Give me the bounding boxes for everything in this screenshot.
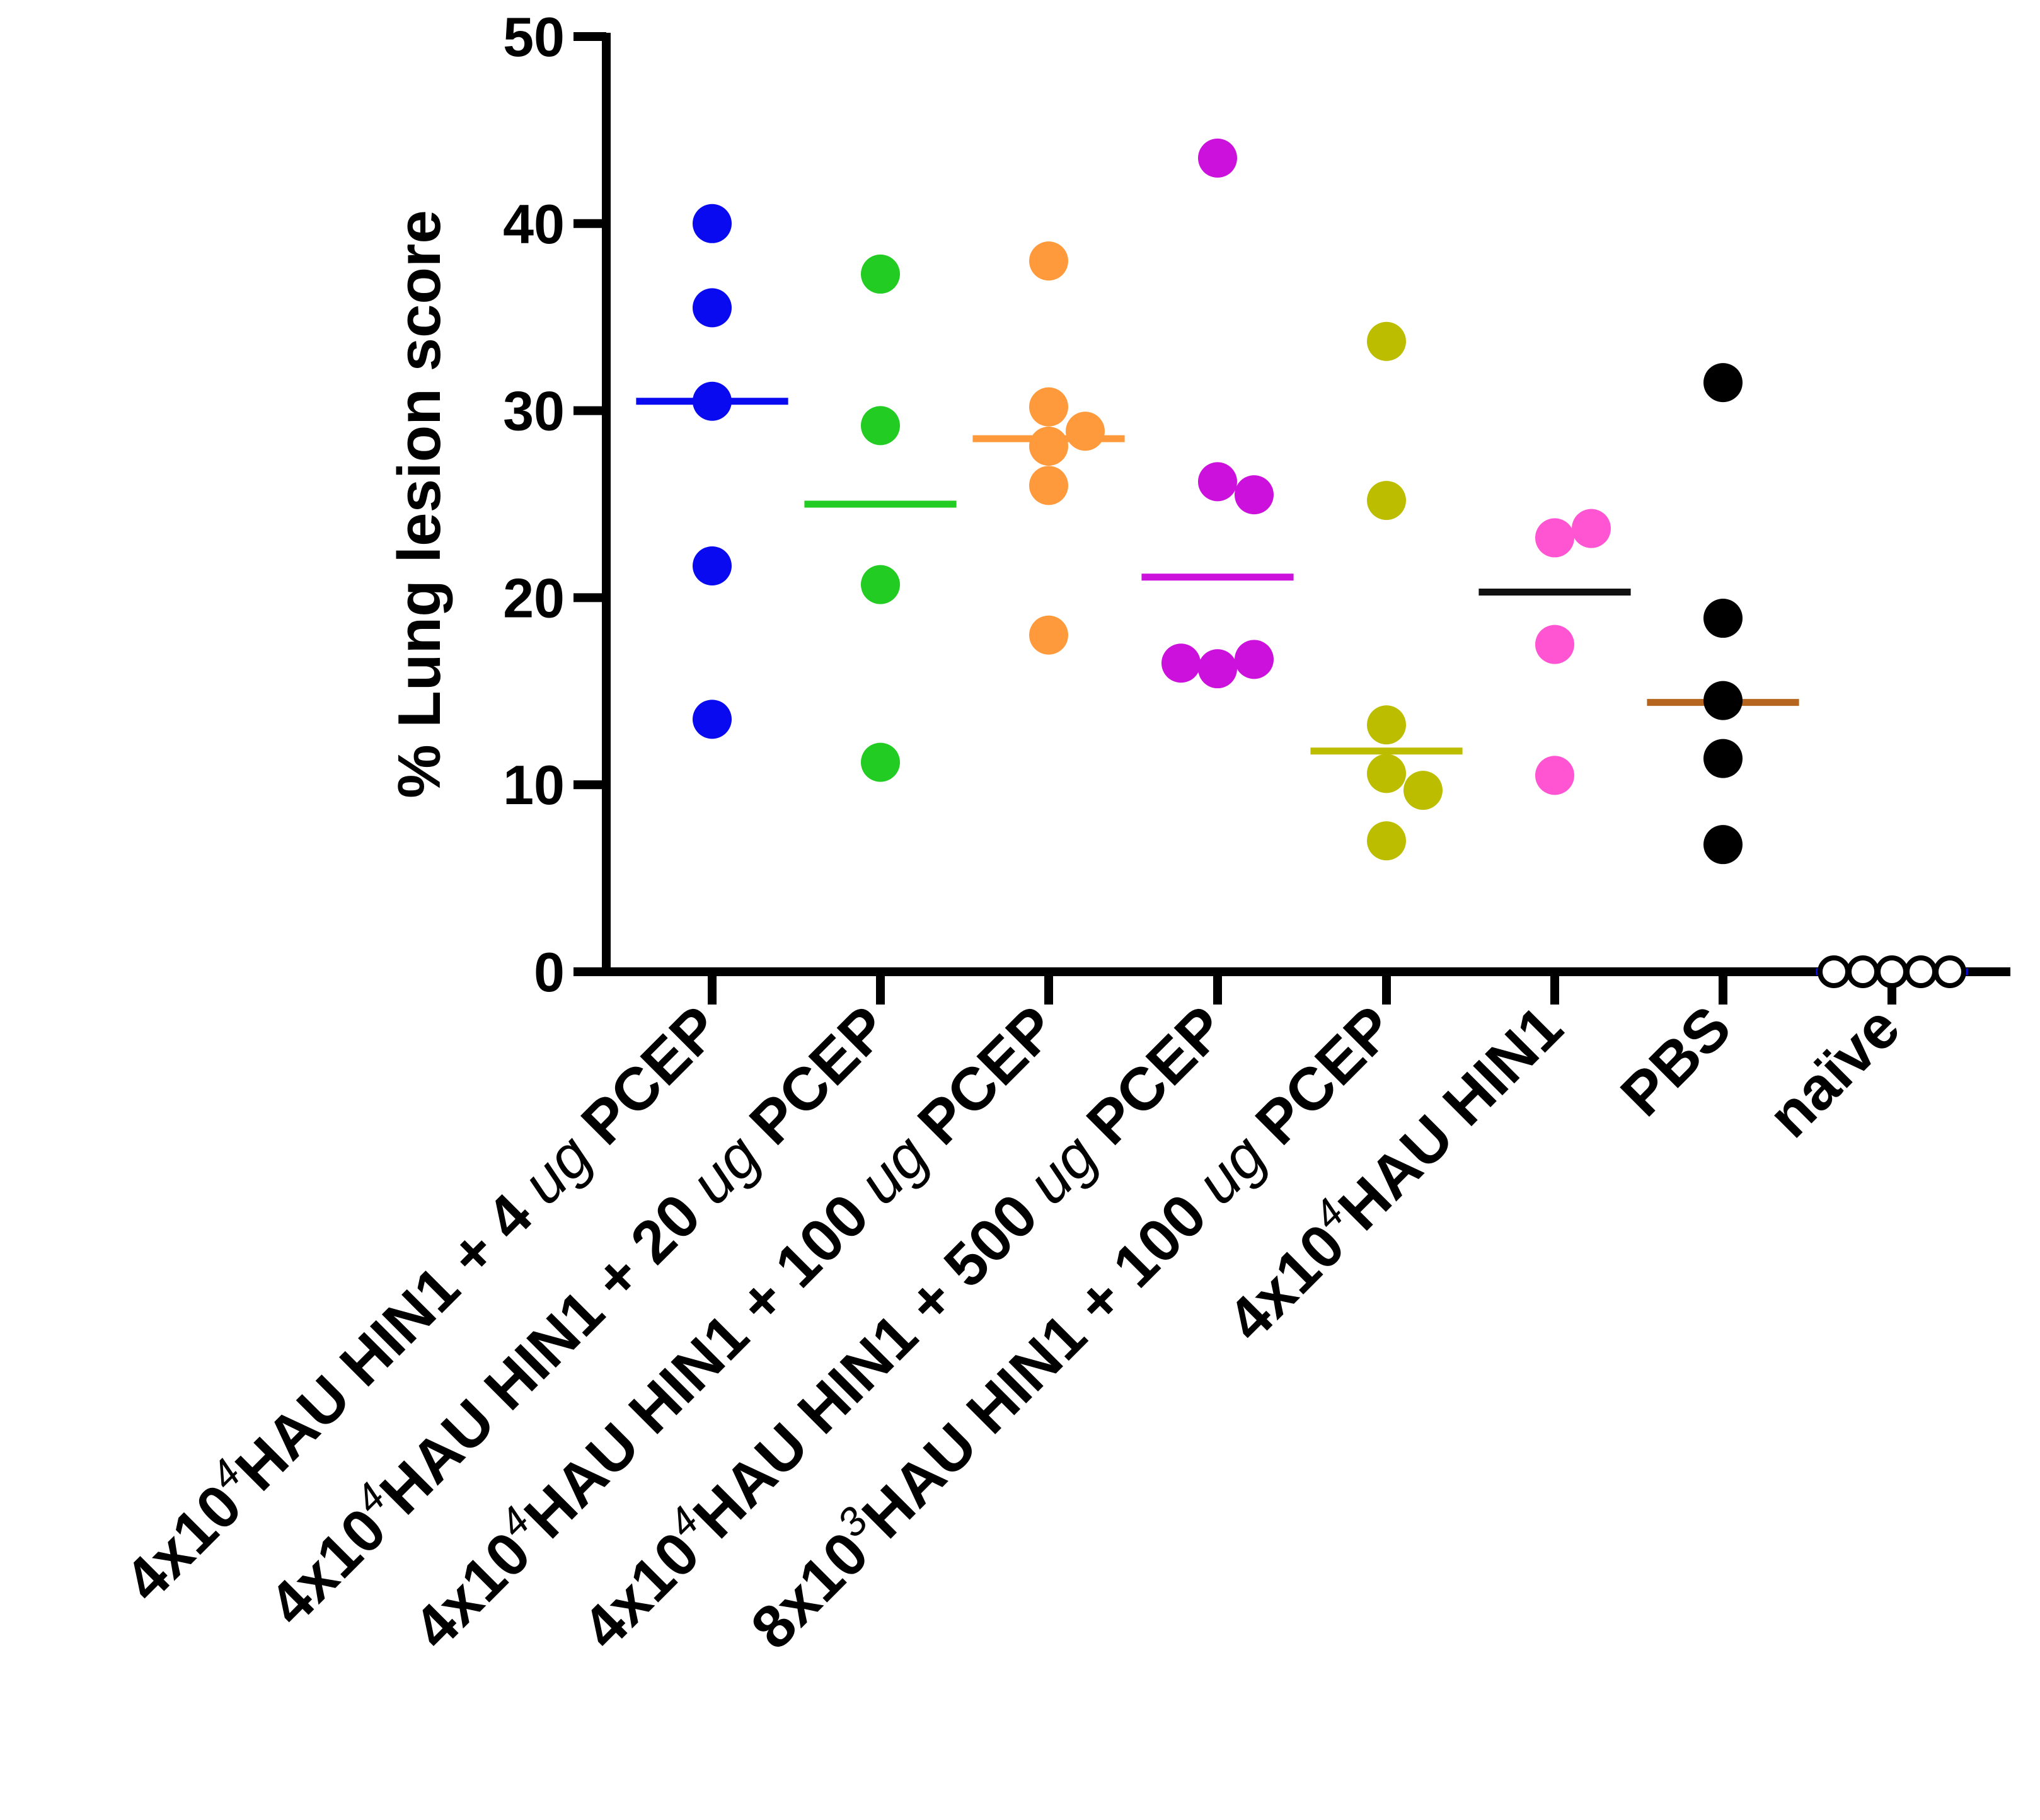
category-label: 4x104HAU HIN1 + 100 ug PCEP [395,988,1069,1662]
x-axis [602,967,2010,1005]
category-label-prefix: PBS [1608,993,1744,1129]
data-point [1703,363,1743,403]
category-label: naïve [1756,993,1913,1150]
category-label: PBS [1608,993,1744,1129]
data-point [1535,518,1574,558]
data-point [1029,426,1068,466]
data-point [1235,640,1274,679]
data-point [1198,649,1237,689]
data-point [693,288,732,328]
data-point [1198,462,1237,502]
data-point [1029,241,1068,281]
data-point [1367,754,1406,793]
data-point [1572,509,1611,548]
data-point [1066,412,1105,451]
y-axis-title: % Lung lesion score [386,210,453,798]
data-point [1367,481,1406,521]
y-tick-label: 20 [503,567,565,629]
data-point [1535,756,1574,795]
y-tick-label: 10 [503,754,565,816]
data-point [693,546,732,585]
data-point [1703,825,1743,865]
category-label: 4x104HAU HIN1 + 20 ug PCEP [251,988,901,1639]
data-point [1029,615,1068,655]
data-point [693,381,732,421]
y-tick-label: 40 [503,193,565,255]
data-point [1703,599,1743,638]
data-point [1818,955,1850,988]
data-point [1933,955,1966,988]
category-label-mid: HAU HIN1 + 4 [222,1169,556,1503]
data-point [1161,643,1201,683]
data-point [861,254,900,294]
data-point [1703,739,1743,778]
data-point [1703,681,1743,720]
data-point [1905,955,1937,988]
data-point [1535,625,1574,664]
data-point [861,406,900,446]
data-point [1029,466,1068,505]
data-point [861,565,900,604]
y-tick-label: 30 [503,380,565,442]
data-point [1029,387,1068,427]
data-points [693,138,1966,988]
mean-lines [636,398,1968,976]
data-point [1198,138,1237,178]
category-label-prefix: naïve [1756,993,1913,1150]
y-tick-label: 0 [534,941,565,1003]
data-point [1367,321,1406,361]
data-point [1403,771,1443,810]
data-point [1847,955,1879,988]
data-point [861,742,900,782]
data-point [693,700,732,739]
data-point [1876,955,1908,988]
data-point [1367,821,1406,861]
y-tick-label: 50 [503,6,565,68]
data-point [1367,705,1406,745]
data-point [1235,475,1274,515]
y-axis: 0 10 20 30 40 50 [503,6,611,1003]
data-point [693,204,732,243]
